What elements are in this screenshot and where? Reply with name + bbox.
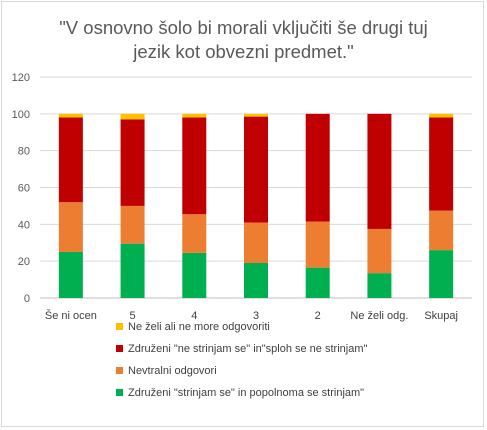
legend-label: Združeni "strinjam se" in popolnoma se s… xyxy=(128,387,365,399)
bar-segment xyxy=(244,263,268,298)
x-tick-label: Skupaj xyxy=(424,310,458,322)
legend-swatch xyxy=(116,389,123,396)
bar-segment xyxy=(429,117,454,211)
x-tick-label: 4 xyxy=(191,310,197,322)
legend-swatch xyxy=(116,323,123,330)
y-tick-label: 20 xyxy=(18,256,30,268)
bar-segment xyxy=(429,210,454,251)
y-tick-label: 40 xyxy=(18,219,30,231)
bar-segment xyxy=(305,267,330,298)
x-tick-label: Še ni ocen xyxy=(45,309,97,322)
y-tick-label: 60 xyxy=(18,183,30,195)
bar-segment xyxy=(305,113,330,222)
bar-segment xyxy=(120,119,145,206)
bar-segment xyxy=(429,250,454,298)
y-tick-label: 120 xyxy=(12,72,30,84)
bar-segment xyxy=(367,228,392,274)
y-tick-label: 100 xyxy=(12,109,30,121)
bar-segment xyxy=(429,113,454,118)
legend-swatch xyxy=(116,345,123,352)
x-tick-label: Ne želi odg. xyxy=(350,310,408,322)
y-tick-label: 0 xyxy=(24,293,30,305)
legend-label: Združeni "ne strinjam se" in"sploh se ne… xyxy=(128,343,368,355)
bar-segment xyxy=(58,202,83,252)
x-tick-label: 5 xyxy=(130,310,136,322)
bar-segment xyxy=(120,113,145,120)
bar-segment xyxy=(367,113,392,229)
chart-title: "V osnovno šolo bi morali vključiti še d… xyxy=(0,16,487,64)
legend-label: Ne želi ali ne more odgovoriti xyxy=(128,321,270,333)
bar-segment xyxy=(244,116,268,223)
bar-segment xyxy=(244,222,268,264)
legend-swatch xyxy=(116,367,123,374)
y-tick-label: 80 xyxy=(18,146,30,158)
x-tick-label: 3 xyxy=(253,310,259,322)
bar-segment xyxy=(120,205,145,244)
bar-segment xyxy=(367,273,392,298)
legend-label: Nevtralni odgovori xyxy=(128,365,217,377)
bar-segment xyxy=(120,243,145,298)
bar-segment xyxy=(182,113,207,118)
chart-title-line-1: "V osnovno šolo bi morali vključiti še d… xyxy=(59,17,428,38)
x-tick-label: 2 xyxy=(315,310,321,322)
bar-segment xyxy=(58,117,83,203)
bar-segment xyxy=(182,214,207,253)
chart-title-line-2: jezik kot obvezni predmet." xyxy=(133,41,354,62)
bar-segment xyxy=(58,251,83,298)
bar-segment xyxy=(244,113,268,117)
bar-segment xyxy=(182,252,207,298)
bar-segment xyxy=(182,117,207,215)
bar-segment xyxy=(58,113,83,118)
bar-segment xyxy=(305,221,330,268)
